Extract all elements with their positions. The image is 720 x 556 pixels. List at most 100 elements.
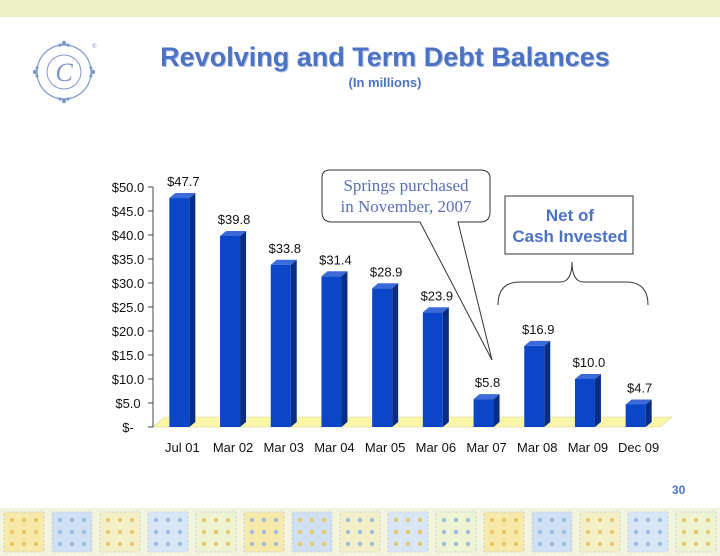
springs-callout-line1: Springs purchased [343, 176, 469, 195]
quilt-dot [9, 541, 15, 547]
data-label: $47.7 [167, 174, 200, 189]
quilt-dot [129, 529, 135, 535]
quilt-dot [213, 541, 219, 547]
quilt-dot [177, 541, 183, 547]
springs-callout-text: Springs purchased in November, 2007 [326, 175, 486, 217]
quilt-dot [597, 517, 603, 523]
quilt-dot [33, 541, 39, 547]
quilt-dot [681, 541, 687, 547]
data-label: $23.9 [421, 288, 454, 303]
quilt-dot [453, 529, 459, 535]
quilt-dot [105, 517, 111, 523]
quilt-dot [501, 529, 507, 535]
quilt-dot [561, 541, 567, 547]
bar-side [189, 193, 196, 427]
x-tick-label: Mar 02 [213, 440, 253, 455]
quilt-dot [657, 541, 663, 547]
bar [220, 230, 247, 427]
quilt-dot [105, 541, 111, 547]
quilt-dot [537, 541, 543, 547]
quilt-dot [585, 541, 591, 547]
quilt-dot [513, 541, 519, 547]
bar [524, 340, 551, 427]
springs-callout-line2: in November, 2007 [340, 197, 472, 216]
springs-callout-bubble [321, 169, 493, 361]
quilt-dot [33, 517, 39, 523]
quilt-dot [201, 517, 207, 523]
quilt-dot [165, 541, 171, 547]
bar [422, 307, 449, 427]
y-tick-label: $20.0 [112, 324, 145, 339]
quilt-dot [21, 541, 27, 547]
quilt-dot [69, 529, 75, 535]
x-tick-label: Mar 04 [314, 440, 354, 455]
x-tick-label: Mar 09 [568, 440, 608, 455]
quilt-dot [597, 541, 603, 547]
svg-text:C: C [55, 58, 73, 87]
bar-front [270, 264, 291, 427]
quilt-dot [21, 529, 27, 535]
quilt-dot [165, 517, 171, 523]
bar-front [220, 235, 241, 427]
quilt-dot [465, 517, 471, 523]
quilt-dot [657, 529, 663, 535]
quilt-dot [537, 517, 543, 523]
quilt-dot [453, 541, 459, 547]
slide-subtitle: (In millions) [348, 75, 422, 90]
bar [473, 394, 500, 427]
quilt-dot [369, 517, 375, 523]
quilt-dot [465, 541, 471, 547]
quilt-dot [129, 517, 135, 523]
quilt-dot [441, 541, 447, 547]
bar-side [442, 307, 449, 427]
quilt-dot [249, 529, 255, 535]
quilt-dot [321, 517, 327, 523]
y-tick-label: $5.0 [115, 396, 140, 411]
quilt-dot [81, 541, 87, 547]
x-tick-label: Mar 07 [466, 440, 506, 455]
quilt-dot [117, 517, 123, 523]
y-tick-label: $45.0 [112, 204, 145, 219]
quilt-dot [705, 529, 711, 535]
bar-top [372, 283, 399, 289]
quilt-dot [609, 541, 615, 547]
bar [169, 193, 196, 427]
quilt-dot [297, 541, 303, 547]
quilt-dot [645, 541, 651, 547]
data-label: $28.9 [370, 264, 403, 279]
crown-crafts-logo: C ® [32, 40, 97, 104]
y-tick-label: $35.0 [112, 252, 145, 267]
quilt-dot [405, 529, 411, 535]
quilt-dot [57, 529, 63, 535]
bar-front [372, 288, 393, 427]
quilt-dot [273, 529, 279, 535]
quilt-dot [597, 529, 603, 535]
quilt-dot [489, 541, 495, 547]
quilt-dot [693, 529, 699, 535]
quilt-dot [321, 529, 327, 535]
quilt-dot [261, 529, 267, 535]
bar-top [524, 340, 551, 346]
quilt-dot [489, 529, 495, 535]
x-tick-label: Mar 05 [365, 440, 405, 455]
quilt-dot [201, 529, 207, 535]
quilt-dot [645, 517, 651, 523]
bar [321, 271, 348, 427]
quilt-dot [417, 517, 423, 523]
quilt-dot [117, 529, 123, 535]
quilt-dot [441, 517, 447, 523]
slide-title: Revolving and Term Debt Balances [160, 42, 610, 72]
quilt-dot [357, 529, 363, 535]
bar-side [544, 340, 551, 427]
quilt-dot [561, 529, 567, 535]
quilt-dot [633, 529, 639, 535]
quilt-dot [585, 529, 591, 535]
quilt-dot [345, 517, 351, 523]
bar-top [473, 394, 500, 400]
bar-side [290, 259, 297, 427]
quilt-dot [537, 529, 543, 535]
quilt-dot [273, 541, 279, 547]
quilt-dot [405, 541, 411, 547]
data-label: $33.8 [268, 241, 301, 256]
quilt-dot [549, 529, 555, 535]
